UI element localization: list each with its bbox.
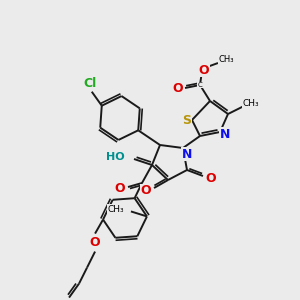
Text: Cl: Cl (83, 77, 96, 90)
Text: O: O (199, 64, 209, 76)
Text: HO: HO (106, 152, 125, 162)
Text: CH₃: CH₃ (107, 205, 124, 214)
Text: O: O (115, 182, 125, 194)
Text: O: O (173, 82, 183, 95)
Text: O: O (141, 184, 151, 197)
Text: O: O (206, 172, 216, 184)
Text: O: O (90, 236, 101, 249)
Text: C: C (198, 82, 203, 88)
Text: N: N (182, 148, 192, 160)
Text: CH₃: CH₃ (218, 56, 234, 64)
Text: N: N (220, 128, 230, 140)
Text: S: S (182, 115, 191, 128)
Text: CH₃: CH₃ (243, 98, 259, 107)
